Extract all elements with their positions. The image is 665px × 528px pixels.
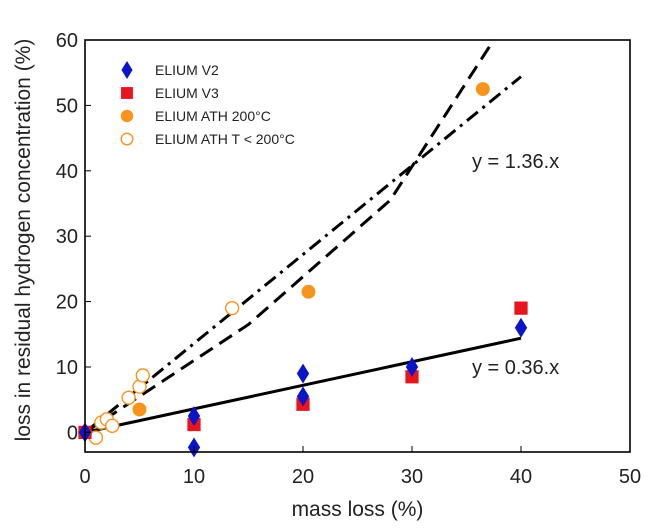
x-tick-label: 40: [510, 466, 532, 488]
data-point: [514, 301, 528, 315]
y-axis-ticks: 0 10 20 30 40 50 60: [56, 30, 91, 444]
equation-label: y = 1.36.x: [472, 151, 559, 173]
equation-annotations: y = 1.36.x y = 0.36.x: [472, 151, 559, 379]
data-point: [224, 300, 240, 316]
plot-frame: [84, 39, 631, 453]
fit-line-solid: [84, 336, 522, 434]
data-point: [135, 368, 150, 383]
y-axis-label: loss in residual hydrogen concentration …: [12, 39, 35, 442]
legend-label: ELIUM ATH 200°C: [155, 108, 271, 124]
data-point: [121, 390, 136, 405]
x-tick-label: 10: [183, 466, 205, 488]
y-tick-label: 0: [67, 422, 78, 444]
x-tick-label: 50: [619, 466, 641, 488]
data-point: [475, 82, 490, 97]
legend-label: ELIUM V3: [155, 85, 219, 101]
y-tick-label: 20: [56, 292, 78, 314]
y-tick-label: 30: [56, 226, 78, 248]
data-point: [514, 317, 528, 338]
data-point: [296, 363, 310, 384]
x-axis-ticks: 0 10 20 30 40 50: [79, 446, 641, 488]
y-tick-label: 40: [56, 161, 78, 183]
fit-lines: [84, 39, 522, 434]
data-point: [296, 386, 310, 407]
data-point: [187, 406, 201, 426]
legend-label: ELIUM ATH T < 200°C: [155, 131, 295, 147]
legend-marker: [121, 61, 133, 79]
x-axis-label: mass loss (%): [292, 498, 424, 521]
legend-marker: [120, 109, 134, 123]
x-tick-label: 0: [79, 466, 90, 488]
legend: ELIUM V2 ELIUM V3 ELIUM ATH 200°C ELIUM ATH…: [120, 61, 295, 147]
data-point: [301, 284, 316, 299]
equation-label: y = 0.36.x: [472, 357, 559, 379]
data-point: [105, 418, 120, 434]
fit-line-dashed: [84, 39, 496, 434]
fit-line-dashdot: [84, 75, 522, 434]
legend-marker: [120, 132, 134, 146]
x-tick-label: 30: [401, 466, 423, 488]
y-tick-label: 50: [56, 95, 78, 117]
data-point: [405, 357, 419, 377]
y-tick-label: 60: [56, 30, 78, 52]
x-tick-label: 20: [292, 466, 314, 488]
data-points: [78, 82, 528, 458]
data-point: [132, 402, 147, 417]
y-tick-label: 10: [56, 357, 78, 379]
legend-label: ELIUM V2: [155, 62, 219, 78]
legend-marker: [121, 87, 133, 99]
